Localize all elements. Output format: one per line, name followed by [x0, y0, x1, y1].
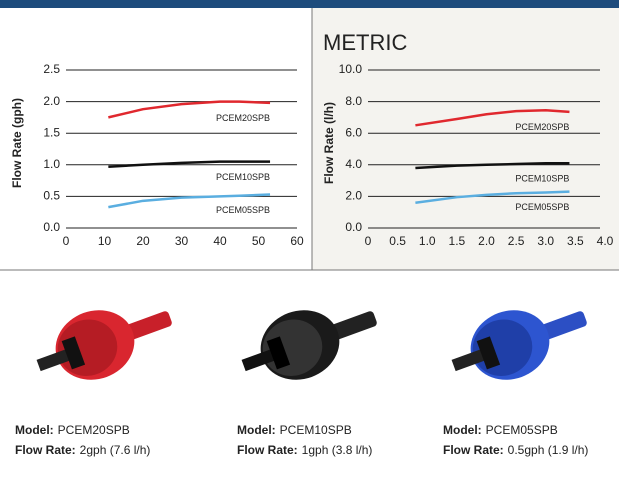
series-label: PCEM05SPB: [515, 202, 569, 212]
y-tick-label: 2.5: [43, 62, 60, 76]
model-value: PCEM05SPB: [486, 423, 558, 437]
flow-label: Flow Rate:: [15, 443, 76, 457]
x-tick-label: 3.5: [567, 234, 584, 248]
x-tick-label: 1.0: [419, 234, 436, 248]
x-tick-label: 20: [136, 234, 150, 248]
model-line: Model: PCEM10SPB: [237, 423, 352, 437]
emitter-red: [36, 310, 172, 380]
flow-value: 0.5gph (1.9 l/h): [508, 443, 589, 457]
x-tick-label: 0.5: [389, 234, 406, 248]
x-tick-label: 0: [365, 234, 372, 248]
x-tick-label: 2.5: [508, 234, 525, 248]
model-line: Model: PCEM20SPB: [15, 423, 130, 437]
x-tick-label: 0: [63, 234, 70, 248]
series-label: PCEM10SPB: [515, 174, 569, 184]
chart-title: METRIC: [323, 30, 407, 55]
series-line: [415, 190, 570, 204]
series-label: PCEM20SPB: [515, 122, 569, 132]
y-axis-label: Flow Rate (gph): [10, 98, 24, 188]
y-tick-label: 4.0: [345, 157, 362, 171]
flow-line: Flow Rate: 2gph (7.6 l/h): [15, 443, 150, 457]
y-tick-label: 6.0: [345, 125, 362, 139]
x-tick-label: 30: [175, 234, 189, 248]
x-tick-label: 10: [98, 234, 112, 248]
y-tick-label: 0.0: [43, 220, 60, 234]
x-tick-label: 3.0: [537, 234, 554, 248]
emitter-black: [241, 310, 377, 380]
flow-value: 1gph (3.8 l/h): [302, 443, 373, 457]
model-value: PCEM10SPB: [280, 423, 352, 437]
x-tick-label: 60: [290, 234, 304, 248]
x-tick-label: 50: [252, 234, 266, 248]
model-value: PCEM20SPB: [58, 423, 130, 437]
flow-label: Flow Rate:: [237, 443, 298, 457]
y-tick-label: 0.0: [345, 220, 362, 234]
y-axis-label: Flow Rate (l/h): [322, 102, 336, 184]
x-tick-label: 40: [213, 234, 227, 248]
y-tick-label: 2.0: [43, 94, 60, 108]
model-label: Model:: [15, 423, 54, 437]
flow-line: Flow Rate: 1gph (3.8 l/h): [237, 443, 372, 457]
series-line: [108, 160, 271, 168]
y-tick-label: 10.0: [339, 62, 363, 76]
x-tick-label: 1.5: [449, 234, 466, 248]
y-tick-label: 0.5: [43, 189, 60, 203]
series-line: [415, 161, 570, 170]
series-label: PCEM10SPB: [216, 172, 270, 182]
model-label: Model:: [443, 423, 482, 437]
y-tick-label: 2.0: [345, 189, 362, 203]
model-label: Model:: [237, 423, 276, 437]
x-tick-label: 2.0: [478, 234, 495, 248]
top-bar: [0, 0, 619, 8]
series-line: [415, 109, 570, 127]
metric-panel: [312, 8, 619, 270]
flow-value: 2gph (7.6 l/h): [80, 443, 151, 457]
flow-label: Flow Rate:: [443, 443, 504, 457]
y-tick-label: 1.5: [43, 125, 60, 139]
series-line: [108, 100, 271, 119]
model-line: Model: PCEM05SPB: [443, 423, 558, 437]
series-label: PCEM05SPB: [216, 205, 270, 215]
y-tick-label: 1.0: [43, 157, 60, 171]
series-label: PCEM20SPB: [216, 113, 270, 123]
flow-line: Flow Rate: 0.5gph (1.9 l/h): [443, 443, 588, 457]
series-line: [108, 193, 271, 209]
emitter-blue: [451, 310, 587, 380]
y-tick-label: 8.0: [345, 94, 362, 108]
x-tick-label: 4.0: [597, 234, 614, 248]
